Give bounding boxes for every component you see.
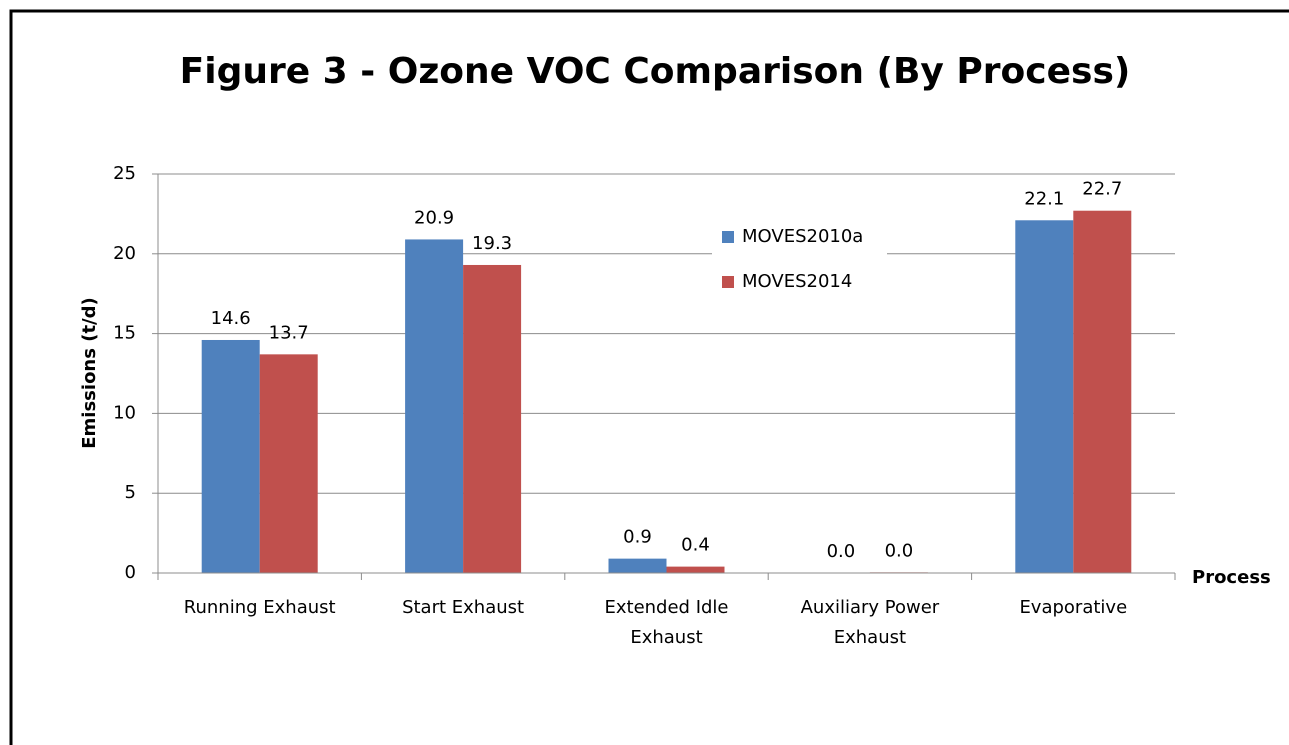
bar — [1015, 220, 1074, 573]
legend-swatch — [722, 231, 734, 243]
data-label: 22.7 — [1082, 179, 1122, 200]
legend-box — [712, 217, 887, 303]
bar — [463, 264, 522, 573]
y-tick-label: 5 — [125, 482, 136, 503]
x-tick-label: Start Exhaust — [402, 597, 524, 618]
data-label: 0.0 — [827, 541, 856, 562]
x-tick-label: Running Exhaust — [184, 597, 336, 618]
data-label: 0.0 — [885, 540, 914, 561]
y-axis-label: Emissions (t/d) — [79, 297, 100, 449]
y-tick-label: 0 — [125, 562, 136, 583]
legend-swatch — [722, 276, 734, 288]
data-label: 19.3 — [472, 233, 512, 254]
data-label: 20.9 — [414, 207, 454, 228]
legend-label: MOVES2010a — [742, 226, 863, 247]
bar — [405, 239, 464, 573]
y-tick-label: 20 — [113, 243, 136, 264]
data-label: 22.1 — [1024, 188, 1064, 209]
x-tick-label: Evaporative — [1019, 597, 1127, 618]
data-label: 0.9 — [623, 527, 652, 548]
bar — [1073, 210, 1132, 573]
y-tick-label: 15 — [113, 323, 136, 344]
bar — [259, 354, 318, 573]
legend-label: MOVES2014 — [742, 271, 852, 292]
data-label: 0.4 — [681, 535, 710, 556]
y-tick-label: 25 — [113, 163, 136, 184]
x-tick-label: Extended Idle Exhaust — [604, 597, 728, 648]
bar — [201, 339, 260, 573]
chart-title: Figure 3 - Ozone VOC Comparison (By Proc… — [180, 51, 1131, 92]
bar — [666, 566, 725, 573]
x-tick-label: Auxiliary Power Exhaust — [801, 597, 940, 648]
legend: MOVES2010a MOVES2014 — [712, 217, 887, 303]
data-label: 14.6 — [211, 308, 251, 329]
bar — [608, 558, 667, 573]
y-tick-label: 10 — [113, 402, 136, 423]
data-label: 13.7 — [269, 322, 309, 343]
x-axis-label: Process — [1192, 567, 1271, 588]
